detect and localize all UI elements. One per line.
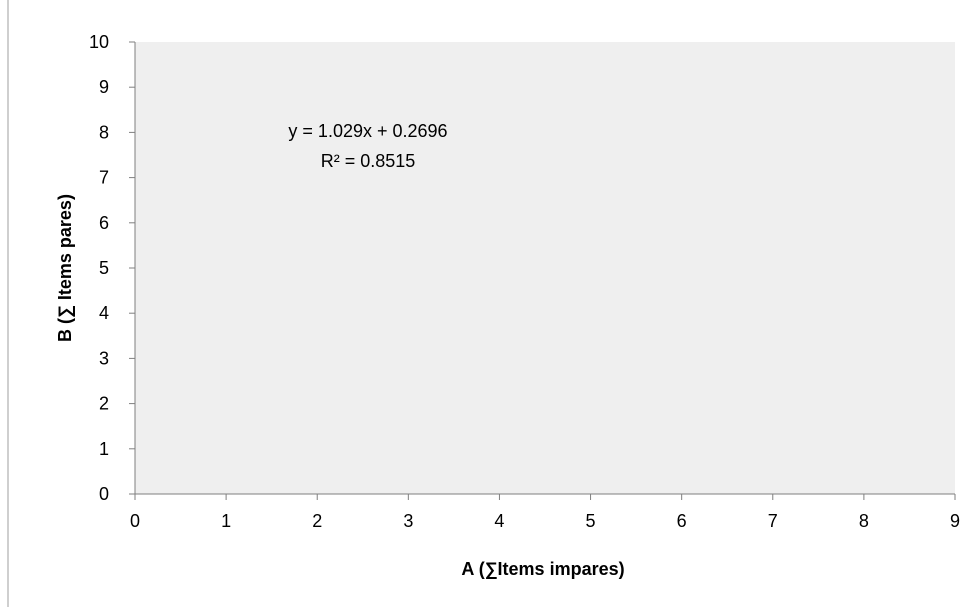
y-tick-label: 7 xyxy=(99,168,109,188)
x-tick-label: 1 xyxy=(221,511,231,531)
y-tick-label: 4 xyxy=(99,303,109,323)
r-squared-label: R² = 0.8515 xyxy=(321,151,416,171)
trendline-equation: y = 1.029x + 0.2696 xyxy=(288,121,447,141)
y-tick-label: 0 xyxy=(99,484,109,504)
x-tick-label: 6 xyxy=(677,511,687,531)
x-tick-label: 3 xyxy=(403,511,413,531)
y-tick-label: 3 xyxy=(99,348,109,368)
x-axis-ticks: 0 1 2 3 4 5 6 7 8 9 xyxy=(130,494,960,531)
y-tick-label: 5 xyxy=(99,258,109,278)
plot-area xyxy=(135,42,955,494)
x-tick-label: 0 xyxy=(130,511,140,531)
x-tick-label: 5 xyxy=(586,511,596,531)
x-tick-label: 2 xyxy=(312,511,322,531)
y-tick-label: 1 xyxy=(99,439,109,459)
y-tick-label: 10 xyxy=(89,32,109,52)
x-tick-label: 7 xyxy=(768,511,778,531)
y-axis-title: B (∑ Items pares) xyxy=(55,194,75,342)
y-tick-label: 6 xyxy=(99,213,109,233)
y-tick-label: 9 xyxy=(99,77,109,97)
y-tick-label: 8 xyxy=(99,122,109,142)
x-tick-label: 4 xyxy=(494,511,504,531)
x-tick-label: 8 xyxy=(859,511,869,531)
y-axis-ticks: 0 1 2 3 4 5 6 7 8 9 10 xyxy=(89,32,135,504)
y-tick-label: 2 xyxy=(99,394,109,414)
x-tick-label: 9 xyxy=(950,511,960,531)
x-axis-title: A (∑Items impares) xyxy=(461,559,624,579)
